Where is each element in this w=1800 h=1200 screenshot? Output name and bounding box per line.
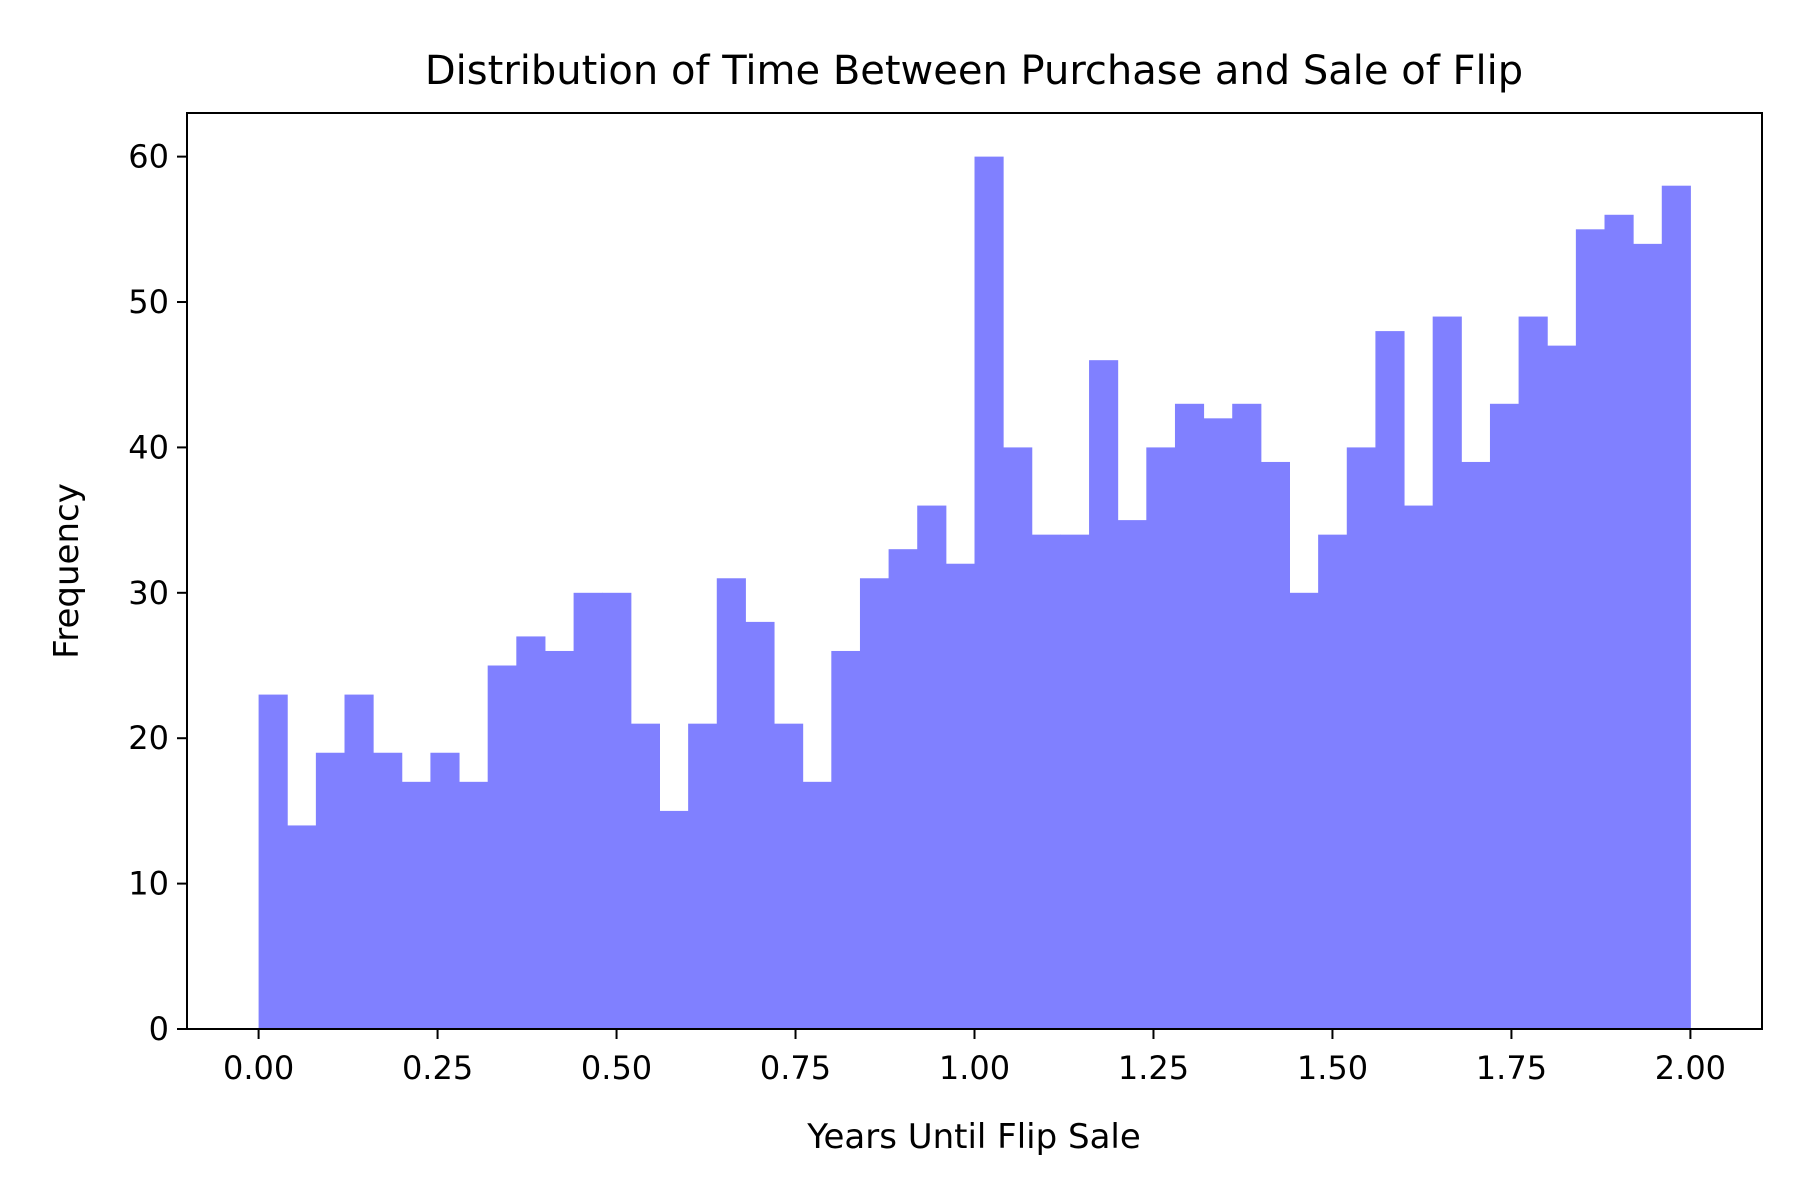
y-tick-label: 0 [149,1010,169,1048]
histogram-bar [659,810,689,1029]
x-tick-label: 0.00 [223,1049,294,1087]
y-axis-ticks: 0 10 20 30 40 50 60 [128,138,187,1048]
histogram-bar [602,592,632,1029]
x-tick-label: 1.25 [1118,1049,1189,1087]
histogram-bar [344,694,374,1029]
y-tick-label: 20 [128,719,169,757]
histogram-bar [1232,403,1262,1029]
x-tick-label: 0.75 [760,1049,831,1087]
histogram-bar [802,781,832,1029]
histogram-bar [945,563,975,1029]
histogram-bar [1031,534,1061,1029]
histogram-bar [1661,185,1691,1029]
histogram-bar [745,621,775,1029]
histogram-bar [1146,447,1176,1029]
x-tick-label: 1.50 [1297,1049,1368,1087]
histogram-bar [1318,534,1348,1029]
histogram-bar [1117,520,1147,1029]
chart-title: Distribution of Time Between Purchase an… [425,48,1523,94]
y-tick-label: 10 [128,865,169,903]
x-tick-label: 0.50 [581,1049,652,1087]
histogram-bar [1404,505,1434,1030]
histogram-bar [888,549,918,1029]
bars-group [258,156,1691,1030]
histogram-bar [1060,534,1090,1029]
histogram-bar [1604,214,1634,1029]
histogram-bar [373,752,403,1029]
histogram-bar [1174,403,1205,1029]
histogram-bar [1375,331,1405,1030]
histogram-bar [1289,592,1319,1029]
histogram-bar [315,752,345,1029]
y-axis-label: Frequency [47,483,87,659]
histogram-bar [974,156,1004,1030]
histogram-bar [1260,461,1290,1029]
x-axis-ticks: 0.00 0.25 0.50 0.75 1.00 1.25 1.50 1.75 2.00 [223,1029,1726,1087]
histogram-bar [1489,403,1520,1029]
y-tick-label: 60 [128,138,169,176]
histogram-bar [258,694,288,1029]
x-tick-label: 2.00 [1655,1049,1726,1087]
histogram-bar [1575,229,1605,1030]
histogram-bar [1461,461,1491,1029]
histogram-bar [487,665,517,1029]
histogram-bar [859,578,890,1029]
histogram-bar [516,636,546,1029]
histogram-bar [831,650,861,1029]
histogram-bar [688,723,718,1029]
histogram-bar [459,781,489,1029]
y-tick-label: 30 [128,574,169,612]
histogram-bar [1547,345,1577,1030]
histogram-bar [1432,316,1462,1029]
histogram-bar [1346,447,1376,1029]
histogram-bar [544,650,575,1029]
x-tick-label: 1.00 [939,1049,1010,1087]
histogram-bar [917,505,947,1030]
histogram-bar [1203,418,1233,1029]
histogram-bar [1518,316,1548,1029]
histogram-bar [287,825,317,1029]
y-tick-label: 50 [128,283,169,321]
y-tick-label: 40 [128,428,169,466]
histogram-bar [1089,360,1119,1030]
histogram-bar [630,723,660,1029]
x-axis-label: Years Until Flip Sale [806,1117,1141,1157]
x-tick-label: 1.75 [1476,1049,1547,1087]
histogram-bar [573,592,603,1029]
histogram-bar [401,781,431,1029]
histogram-bar [430,752,460,1029]
histogram-bar [774,723,804,1029]
histogram-bar [1633,243,1663,1029]
x-tick-label: 0.25 [402,1049,473,1087]
histogram-bar [716,578,746,1029]
histogram-bar [1003,447,1033,1029]
